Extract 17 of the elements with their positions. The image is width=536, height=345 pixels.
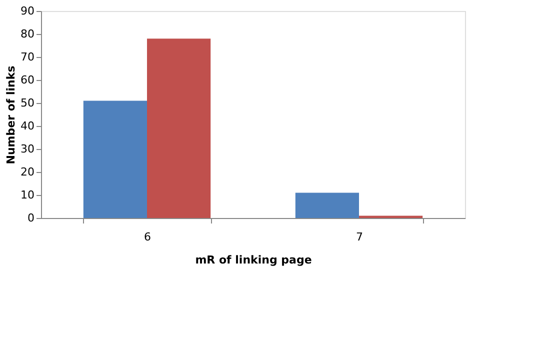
- x-axis-title: mR of linking page: [195, 254, 312, 266]
- y-axis-title: Number of links: [4, 65, 18, 164]
- x-tick-label: 6: [144, 230, 151, 244]
- x-tick-label: 7: [356, 230, 363, 244]
- y-tick-label: 20: [20, 166, 34, 178]
- y-tick-label: 0: [28, 212, 34, 224]
- y-tick-label: 90: [20, 4, 34, 18]
- y-tick-label: 70: [20, 50, 34, 64]
- bar: [147, 38, 211, 218]
- y-tick-label: 80: [20, 28, 34, 40]
- y-tick-label: 50: [20, 96, 34, 110]
- y-tick-label: 30: [20, 142, 34, 156]
- bar: [295, 192, 359, 218]
- bar: [83, 100, 147, 218]
- y-tick-label: 10: [20, 188, 34, 202]
- y-tick-label: 60: [20, 74, 34, 86]
- y-tick-label: 40: [20, 120, 34, 132]
